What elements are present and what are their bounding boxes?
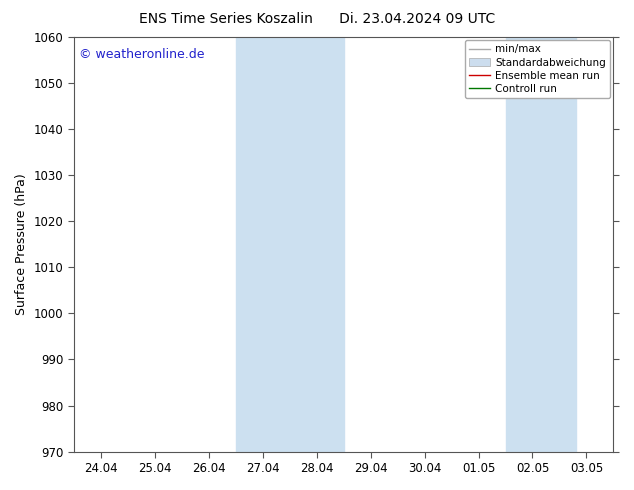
- Bar: [236, 37, 344, 452]
- Y-axis label: Surface Pressure (hPa): Surface Pressure (hPa): [15, 173, 28, 315]
- Legend: min/max, Standardabweichung, Ensemble mean run, Controll run: min/max, Standardabweichung, Ensemble me…: [465, 40, 611, 98]
- Bar: [505, 37, 576, 452]
- Text: © weatheronline.de: © weatheronline.de: [79, 48, 205, 60]
- Text: ENS Time Series Koszalin      Di. 23.04.2024 09 UTC: ENS Time Series Koszalin Di. 23.04.2024 …: [139, 12, 495, 26]
